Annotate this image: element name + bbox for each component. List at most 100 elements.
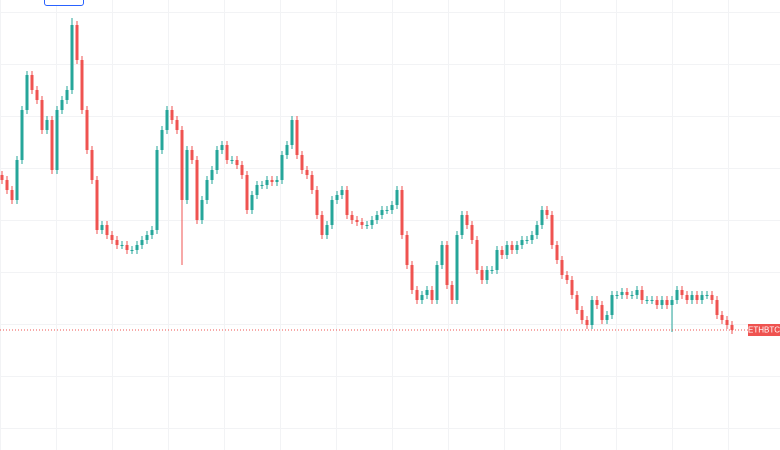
candle-body [390,205,394,210]
candle-body [135,245,139,250]
candle-body [235,160,239,165]
candle-body [545,210,549,215]
candle-body [145,235,149,240]
candle-body [105,225,109,235]
candle-body [330,200,334,225]
candle-body [425,290,429,295]
candle-body [550,215,554,245]
candle-body [440,245,444,265]
candle-body [475,240,479,270]
candle-body [410,265,414,290]
candle-body [80,60,84,110]
candle-body [185,150,189,200]
candle-body [510,245,514,250]
candle-body [300,155,304,170]
candle-body [375,215,379,220]
candle-body [500,250,504,255]
candle-body [260,185,264,186]
candle-body [555,245,559,260]
candle-body [590,300,594,325]
candle-body [660,300,664,305]
candle-body [345,190,349,215]
candle-body [245,175,249,210]
candle-body [255,185,259,195]
candle-body [605,315,609,320]
candle-body [680,290,684,295]
candle-body [220,145,224,150]
candle-body [380,210,384,215]
candle-body [530,235,534,240]
candle-body [725,320,729,325]
candle-body [225,145,229,160]
candle-body [465,215,469,225]
candle-body [205,180,209,200]
candle-body [10,190,14,200]
candle-body [200,200,204,220]
candle-body [645,300,649,301]
candle-body [600,305,604,320]
candle-body [560,260,564,275]
candle-body [430,290,434,300]
candle-body [435,265,439,300]
candle-body [480,270,484,280]
candle-body [210,170,214,180]
candle-body [615,295,619,296]
candle-body [625,292,629,295]
candle-body [485,270,489,280]
candle-body [360,222,364,225]
candle-body [470,225,474,240]
candle-body [705,295,709,296]
candle-body [655,300,659,305]
candle-body [70,25,74,90]
candle-body [265,180,269,185]
candle-body [120,245,124,246]
candle-body [95,180,99,230]
candle-body [690,295,694,300]
candle-body [310,175,314,190]
candle-body [55,110,59,170]
candle-body [730,325,734,330]
symbol-label: ETHBTC [748,326,780,335]
candle-body [640,290,644,300]
toolbar-button[interactable] [44,0,84,6]
candle-body [710,295,714,300]
candle-body [240,165,244,175]
candle-body [665,300,669,305]
candle-body [5,180,9,190]
candle-body [75,25,79,60]
candle-body [700,295,704,300]
candle-body [490,270,494,271]
candle-body [280,155,284,180]
candle-body [355,220,359,222]
candle-body [320,215,324,235]
candle-body [525,240,529,241]
candle-body [635,290,639,295]
candle-body [100,225,104,230]
candle-body [155,150,159,230]
candle-body [575,295,579,310]
candle-body [115,240,119,245]
candle-body [170,110,174,120]
candle-body [620,292,624,295]
candle-body [370,220,374,225]
candle-body [350,215,354,220]
candle-body [275,180,279,182]
candle-body [585,320,589,325]
candle-body [15,160,19,200]
candle-body [175,120,179,130]
candle-body [670,300,674,305]
candle-body [35,90,39,100]
candle-body [40,100,44,130]
candle-body [0,175,4,180]
candle-body [295,120,299,155]
candle-body [455,235,459,300]
candle-body [580,310,584,320]
candle-body [385,210,389,211]
candle-body [535,225,539,235]
candle-body [445,245,449,285]
candle-body [230,160,234,161]
candle-body [190,150,194,160]
candle-body [290,120,294,145]
